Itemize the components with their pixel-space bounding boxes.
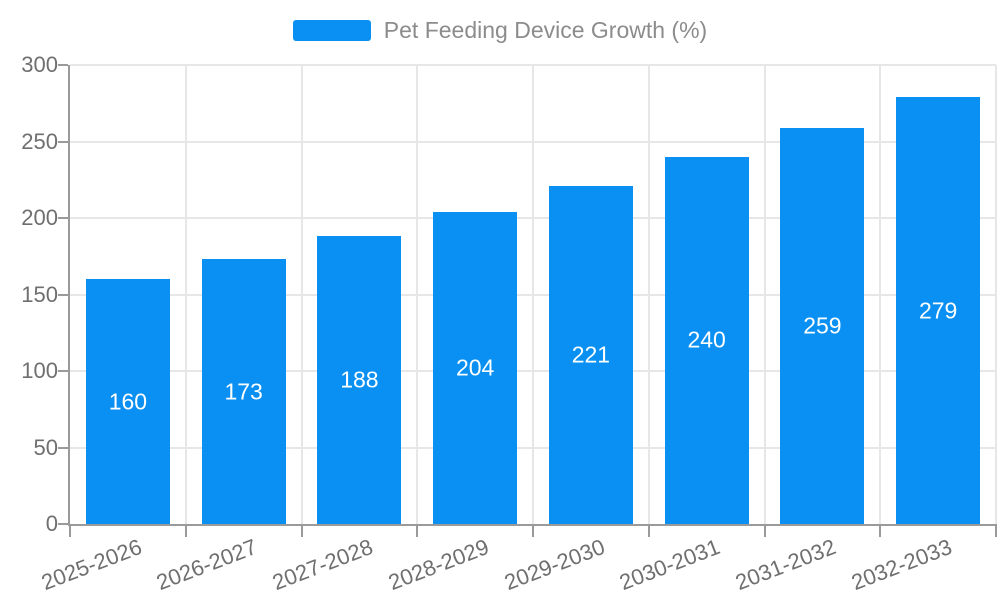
y-axis-tick (58, 293, 68, 296)
x-axis-category-label: 2031-2032 (732, 534, 840, 596)
x-axis-category-label: 2032-2033 (847, 534, 956, 596)
y-axis-tick (58, 64, 68, 66)
y-axis-tick-label: 150 (21, 281, 58, 307)
bar-value-label: 279 (918, 297, 958, 324)
bar-value-label: 173 (224, 378, 263, 405)
x-axis-category-label: 2026-2027 (153, 534, 261, 596)
bar-2031-2032[interactable]: 259 (780, 127, 865, 524)
bar-2026-2027[interactable]: 173 (201, 259, 286, 524)
v-gridline (647, 65, 650, 524)
x-axis-tick (763, 524, 766, 537)
bar-value-label: 259 (803, 312, 842, 339)
x-axis-tick (995, 524, 997, 537)
y-axis-tick-label: 250 (21, 128, 58, 154)
v-gridline (184, 65, 187, 524)
bar-2027-2028[interactable]: 188 (317, 236, 402, 524)
y-axis-tick-label: 0 (45, 511, 58, 536)
bar-value-label: 204 (455, 354, 495, 381)
y-axis-tick-label: 50 (33, 434, 58, 460)
x-axis-category-label: 2025-2026 (37, 534, 145, 596)
v-gridline (995, 65, 997, 524)
v-gridline (879, 65, 882, 524)
x-axis-category-label: 2028-2029 (384, 534, 493, 596)
legend[interactable]: Pet Feeding Device Growth (%) (0, 17, 1000, 44)
bar-2028-2029[interactable]: 204 (433, 211, 518, 524)
y-axis-tick-label: 100 (21, 358, 58, 383)
x-axis-tick (416, 524, 419, 537)
bar-2025-2026[interactable]: 160 (85, 279, 170, 524)
v-gridline (763, 65, 766, 524)
y-axis-tick (58, 446, 68, 449)
x-axis-tick (532, 524, 534, 537)
legend-swatch (292, 20, 371, 41)
bar-value-label: 188 (340, 366, 379, 393)
x-axis-tick (879, 524, 882, 537)
legend-label: Pet Feeding Device Growth (%) (383, 17, 708, 43)
v-gridline (532, 65, 534, 524)
x-axis-tick (184, 524, 187, 537)
v-gridline (300, 65, 303, 524)
bar-value-label: 221 (571, 341, 611, 368)
y-axis-tick-label: 300 (21, 52, 58, 77)
bar-value-label: 160 (108, 388, 148, 415)
plot-area: 0 50 100 150 200 250 300 160 173 188 204 221 240 259 2… (21, 52, 997, 595)
v-gridline (416, 65, 419, 524)
x-axis-tick (647, 524, 650, 537)
bar-2030-2031[interactable]: 240 (664, 156, 749, 524)
y-axis-tick (58, 140, 68, 143)
bar-2029-2030[interactable]: 221 (548, 185, 633, 524)
y-axis-tick (58, 370, 68, 372)
x-axis-category-label: 2027-2028 (269, 534, 377, 596)
x-axis-category-label: 2030-2031 (616, 534, 724, 596)
x-axis-category-label: 2029-2030 (500, 534, 608, 596)
y-axis-tick (58, 217, 68, 219)
y-axis-tick (58, 523, 68, 525)
bar-2032-2033[interactable]: 279 (896, 97, 981, 524)
bar-value-label: 240 (687, 326, 726, 353)
y-axis-tick-label: 200 (21, 205, 58, 230)
x-axis-tick (69, 524, 71, 537)
x-axis-tick (300, 524, 303, 537)
